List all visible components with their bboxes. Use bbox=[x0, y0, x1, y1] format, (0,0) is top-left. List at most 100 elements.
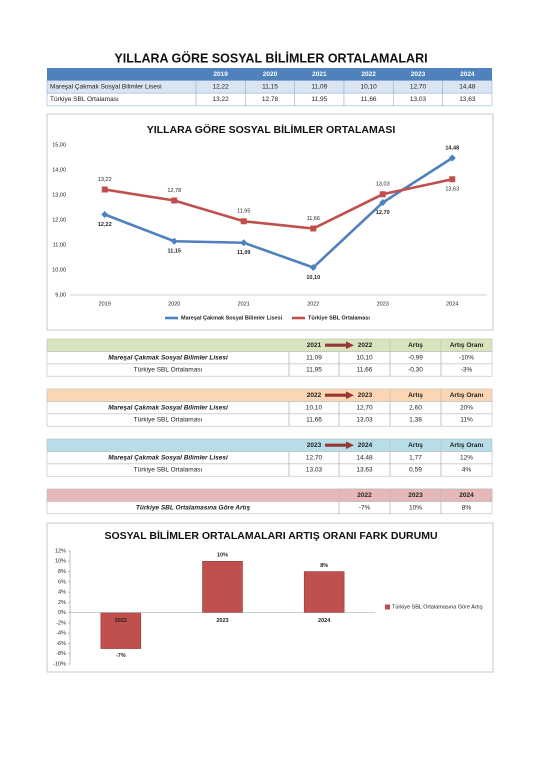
marker bbox=[309, 264, 317, 271]
y-tick-label: -6% bbox=[56, 641, 66, 647]
table-value: 12,70 bbox=[410, 84, 427, 91]
table-value: 2,60 bbox=[409, 404, 422, 411]
table-value: 11,95 bbox=[306, 367, 322, 374]
y-tick-label: 10% bbox=[55, 559, 66, 565]
column-header: 2023 bbox=[411, 71, 426, 78]
column-header: 2024 bbox=[358, 442, 373, 449]
row-label: Mareşal Çakmak Sosyal Bilimler Lisesi bbox=[108, 354, 228, 361]
column-header: 2019 bbox=[213, 71, 228, 78]
marker bbox=[240, 239, 248, 247]
table-value: 13,63 bbox=[459, 96, 476, 103]
data-label: 13,63 bbox=[445, 187, 459, 193]
table-value: 12,70 bbox=[356, 404, 373, 411]
column-header: 2022 bbox=[358, 342, 373, 349]
data-label: 11,15 bbox=[168, 249, 181, 255]
column-header: Artış Oranı bbox=[450, 442, 484, 449]
bar bbox=[100, 612, 142, 649]
legend-swatch bbox=[385, 604, 390, 610]
row-label: Türkiye SBL Ortalaması bbox=[134, 417, 203, 424]
table-value: 1,77 bbox=[409, 454, 422, 461]
table-value: 11,66 bbox=[357, 367, 373, 374]
marker bbox=[171, 197, 178, 204]
table-header bbox=[47, 68, 492, 81]
marker bbox=[101, 211, 109, 218]
y-tick-label: -4% bbox=[56, 631, 66, 637]
bar bbox=[303, 571, 345, 613]
marker bbox=[240, 218, 247, 225]
table-value: 13,63 bbox=[356, 467, 373, 474]
column-header: 2021 bbox=[312, 71, 327, 78]
data-label: 11,95 bbox=[237, 209, 250, 215]
data-label: 12,22 bbox=[98, 222, 112, 228]
chart-title: SOSYAL BİLİMLER ORTALAMALARI ARTIŞ ORANI… bbox=[104, 529, 437, 542]
y-tick-label: 4% bbox=[58, 590, 66, 596]
y-tick-label: 2% bbox=[58, 600, 66, 606]
table-value: 11,95 bbox=[311, 96, 327, 103]
table-header bbox=[46, 488, 493, 502]
table-value: -0,99 bbox=[408, 354, 423, 361]
line bbox=[104, 177, 453, 230]
line bbox=[104, 156, 453, 269]
table-value: 11,66 bbox=[361, 96, 377, 103]
column-header: 2024 bbox=[460, 71, 475, 78]
marker bbox=[101, 186, 108, 193]
table-value: 12,78 bbox=[262, 96, 279, 103]
table-value: 13,03 bbox=[356, 417, 373, 424]
table-value: 14,48 bbox=[459, 84, 476, 91]
row-label: Türkiye SBL Ortalamasına Göre Artış bbox=[136, 504, 251, 511]
marker bbox=[379, 191, 386, 198]
row-label: Mareşal Çakmak Sosyal Bilimler Lisesi bbox=[108, 404, 228, 411]
table-value: 12% bbox=[460, 454, 473, 461]
table-cell bbox=[440, 413, 493, 427]
column-header: 2020 bbox=[263, 71, 278, 78]
y-tick-label: 12% bbox=[55, 548, 66, 554]
marker bbox=[310, 225, 317, 232]
table-value: 10,10 bbox=[306, 404, 323, 411]
table-cell bbox=[440, 501, 493, 515]
bar bbox=[202, 561, 243, 613]
table-value: -0,30 bbox=[408, 367, 423, 374]
y-tick-label: 10,00 bbox=[52, 267, 66, 273]
table-value: 4% bbox=[462, 467, 472, 474]
table-value: 10,10 bbox=[361, 84, 378, 91]
arrow bbox=[325, 341, 354, 349]
row-label: Mareşal Çakmak Sosyal Bilimler Lisesi bbox=[108, 454, 228, 461]
column-header: 2022 bbox=[361, 71, 376, 78]
y-tick-label: 0% bbox=[58, 610, 66, 616]
row-label: Türkiye SBL Ortalaması bbox=[134, 367, 203, 374]
y-tick-label: 14,00 bbox=[52, 167, 66, 173]
y-tick-label: -8% bbox=[56, 651, 66, 657]
column-header: Artış bbox=[408, 342, 423, 349]
table-cell bbox=[440, 363, 493, 377]
column-header: 2022 bbox=[307, 392, 322, 399]
row-label: Türkiye SBL Ortalaması bbox=[134, 467, 203, 474]
marker bbox=[379, 199, 387, 206]
column-header: 2024 bbox=[459, 492, 474, 499]
column-header: 2022 bbox=[357, 492, 372, 499]
table-value: 11,15 bbox=[262, 84, 278, 91]
y-tick-label: 8% bbox=[58, 569, 66, 575]
y-tick-label: -10% bbox=[53, 661, 66, 667]
x-tick-label: 2019 bbox=[99, 301, 111, 307]
column-header: Artış Oranı bbox=[450, 392, 484, 399]
marker bbox=[449, 176, 456, 183]
column-header: Artış Oranı bbox=[450, 342, 484, 349]
column-header: 2023 bbox=[408, 492, 423, 499]
table-header bbox=[46, 338, 493, 352]
table-value: 0,59 bbox=[409, 467, 422, 474]
y-tick-label: -2% bbox=[56, 620, 66, 626]
y-tick-label: 13,00 bbox=[52, 192, 66, 198]
table-value: 10,10 bbox=[356, 354, 373, 361]
table-value: 11,66 bbox=[306, 417, 322, 424]
arrow bbox=[325, 391, 354, 399]
table-value: 12,70 bbox=[306, 454, 323, 461]
y-tick-label: 11,00 bbox=[53, 242, 66, 248]
table-value: 12,22 bbox=[213, 84, 230, 91]
x-tick-label: 2020 bbox=[168, 301, 180, 307]
row-label: Mareşal Çakmak Sosyal Bilimler Lisesi bbox=[50, 84, 162, 91]
data-label: 14,48 bbox=[445, 145, 459, 151]
table-value: 14,48 bbox=[356, 454, 373, 461]
table-cell bbox=[440, 463, 493, 477]
column-header: 2021 bbox=[307, 342, 322, 349]
table-value: 13,03 bbox=[306, 467, 323, 474]
